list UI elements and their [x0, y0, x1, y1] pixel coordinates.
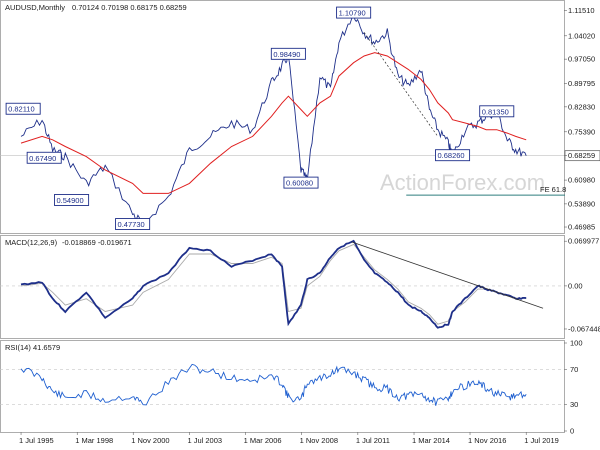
swing-label-4: 0.98490: [270, 47, 306, 60]
swing-label-box: [115, 218, 151, 230]
macd-tick-label: 0.00: [568, 281, 583, 290]
macd-values: -0.018869 -0.019671: [62, 238, 132, 247]
swing-label-6: 1.10790: [336, 6, 372, 19]
macd-label: MACD(12,26,9): [5, 238, 58, 247]
swing-label-8: 0.81350: [479, 105, 515, 118]
macd-signal-line: [20, 243, 527, 325]
swing-label-3: 0.47730: [115, 218, 151, 230]
axes-layer: 1.11510 1.04020 0.97050 0.89795 0.82830 0.753…: [19, 6, 600, 445]
price-tick-label: 0.60980: [568, 176, 595, 185]
rsi-series-layer: [0, 363, 565, 406]
swing-label-text: 0.67490: [29, 154, 56, 163]
swing-label-1: 0.67490: [26, 151, 62, 164]
price-tick-label: 0.89795: [568, 79, 595, 88]
rsi-line: [20, 363, 527, 406]
fib-label: FE 61.8: [540, 185, 566, 194]
swing-label-text: 1.10790: [339, 9, 366, 18]
swing-label-box: [336, 6, 372, 19]
x-tick-label: 1 Jul 1995: [19, 436, 54, 445]
swing-label-7: 0.68260: [435, 149, 471, 162]
swing-label-text: 0.60080: [286, 179, 313, 188]
rsi-tick-label: 30: [570, 400, 578, 409]
price-tick-label: 1.11510: [568, 6, 595, 15]
swing-label-text: 0.98490: [273, 50, 300, 59]
x-tick-label: 1 Mar 2014: [412, 436, 450, 445]
x-tick-label: 1 Jul 2003: [187, 436, 222, 445]
x-tick-label: 1 Nov 2000: [131, 436, 169, 445]
price-tick-label: 0.53890: [568, 199, 595, 208]
macd-series-layer: [0, 239, 565, 329]
x-tick-label: 1 Jul 2011: [356, 436, 390, 445]
swing-label-box: [54, 194, 90, 206]
swing-label-box: [479, 105, 515, 118]
swing-label-text: 0.54900: [57, 196, 84, 205]
swing-label-box: [283, 176, 319, 189]
swing-label-text: 0.47730: [118, 220, 145, 229]
rsi-tick-label: 0: [570, 427, 574, 436]
swing-label-5: 0.60080: [283, 176, 319, 189]
swing-label-text: 0.81350: [482, 107, 509, 116]
swing-label-box: [270, 47, 306, 60]
swing-label-box: [5, 102, 41, 115]
swing-label-box: [26, 151, 62, 164]
price-series-layer: FE 61.8 0.82110 0.67490 0.54900 0.47730 0.984…: [0, 6, 566, 230]
swing-label-text: 0.82110: [8, 105, 35, 114]
price-tick-label: 0.97050: [568, 55, 595, 64]
macd-trendline: [351, 241, 544, 309]
rsi-tick-label: 70: [570, 365, 578, 374]
price-tick-label: 0.75390: [568, 127, 595, 136]
x-tick-label: 1 Jul 2019: [524, 436, 559, 445]
price-tick-label: 0.68259: [568, 151, 595, 160]
ohlc-values: 0.70124 0.70198 0.68175 0.68259: [72, 3, 187, 12]
price-tick-label: 0.82830: [568, 102, 595, 111]
symbol-label: AUDUSD,Monthly: [5, 3, 65, 12]
macd-panel: [0, 235, 565, 339]
swing-label-box: [435, 149, 471, 162]
rsi-value: 41.6579: [33, 343, 60, 352]
correction-dashed-line: [363, 32, 439, 137]
swing-label-2: 0.54900: [54, 194, 90, 206]
swing-label-text: 0.68260: [437, 151, 464, 160]
x-tick-label: 1 Mar 2006: [244, 436, 282, 445]
rsi-tick-label: 100: [570, 339, 583, 348]
moving-average-line: [20, 52, 527, 194]
macd-tick-label: -0.067448: [568, 324, 600, 333]
x-tick-label: 1 Nov 2016: [468, 436, 506, 445]
price-panel: [0, 0, 565, 234]
watermark: ActionForex.com: [380, 170, 545, 195]
x-tick-label: 1 Nov 2008: [300, 436, 338, 445]
swing-label-0: 0.82110: [5, 102, 41, 115]
rsi-label: RSI(14): [5, 343, 31, 352]
x-tick-label: 1 Mar 1998: [75, 436, 113, 445]
price-tick-label: 1.04020: [568, 31, 595, 40]
macd-tick-label: 0.069977: [568, 237, 599, 246]
price-tick-label: 0.46985: [568, 223, 595, 232]
macd-line: [20, 239, 527, 329]
